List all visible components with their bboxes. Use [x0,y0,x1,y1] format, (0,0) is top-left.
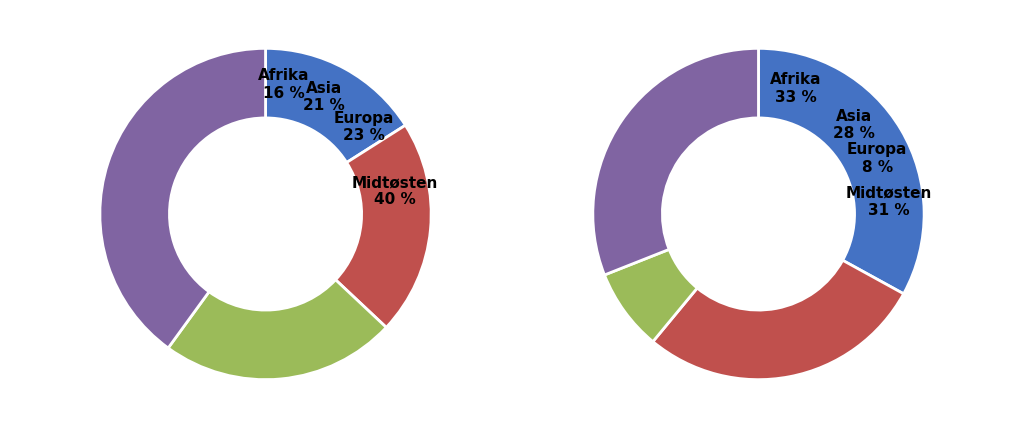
Text: Asia
28 %: Asia 28 % [834,109,876,141]
Wedge shape [593,48,759,275]
Text: Afrika
33 %: Afrika 33 % [770,72,821,105]
Text: Europa
8 %: Europa 8 % [847,143,907,175]
Text: Afrika
16 %: Afrika 16 % [258,68,309,101]
Wedge shape [604,250,697,342]
Wedge shape [265,48,406,163]
Wedge shape [336,125,431,327]
Wedge shape [759,48,924,294]
Text: Midtøsten
40 %: Midtøsten 40 % [351,175,437,208]
Wedge shape [100,48,265,348]
Text: Midtøsten
31 %: Midtøsten 31 % [846,185,932,218]
Text: Asia
21 %: Asia 21 % [303,81,345,113]
Wedge shape [653,260,903,380]
Wedge shape [168,280,386,380]
Text: Europa
23 %: Europa 23 % [334,111,393,143]
